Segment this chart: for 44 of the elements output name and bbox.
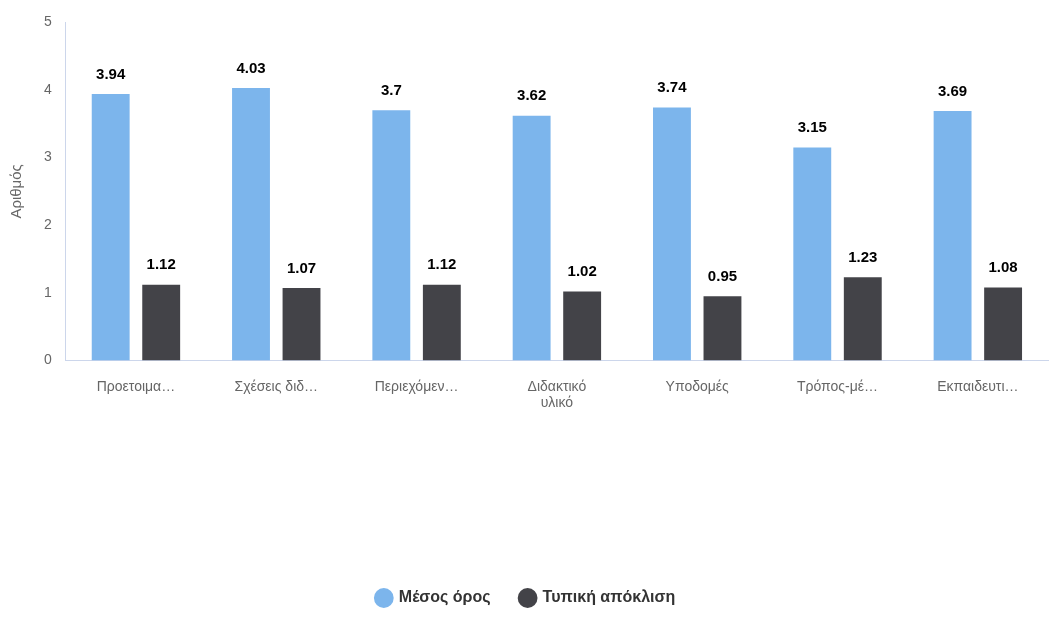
data-label: 1.02 [567,262,597,280]
bar [984,287,1023,361]
bar [372,110,411,361]
data-label: 0.95 [707,266,738,284]
x-tick-label: Διδακτικό υλικό [527,377,587,411]
legend-label: Μέσος όρος [398,588,491,607]
data-label: 3.74 [657,78,688,96]
data-label: 1.08 [988,258,1018,276]
data-label: 3.62 [517,86,547,104]
y-tick-label: 4 [43,80,52,97]
x-tick-label: Υποδομές [665,377,730,394]
y-tick-label: 5 [43,13,52,30]
data-label: 4.03 [236,58,266,76]
bar [422,284,461,361]
data-label: 3.7 [380,80,402,98]
bar [512,115,551,361]
y-tick-label: 1 [43,283,52,300]
data-label: 3.94 [96,64,126,82]
x-tick-label: Εκπαιδευτι… [937,377,1019,394]
bar [282,288,321,361]
x-tick-label: Περιεχόμεν… [374,377,459,394]
bar [933,110,972,361]
legend-label: Τυπική απόκλιση [542,588,676,606]
bar [232,87,270,361]
bar [563,291,602,361]
bar [653,107,691,361]
data-label: 1.23 [848,247,878,265]
bar [793,147,832,361]
y-tick-label: 3 [43,148,52,165]
data-label: 1.07 [286,258,317,276]
y-tick-label: 2 [43,216,52,233]
x-tick-label: Προετοιμα… [96,377,176,394]
bar [703,296,742,361]
bar [91,94,130,361]
y-tick-label: 0 [43,351,52,368]
data-label: 3.69 [937,81,968,99]
bar [843,277,882,361]
bar [142,284,181,361]
y-axis-title: Αριθμός [7,164,25,219]
data-label: 1.12 [427,255,457,273]
x-tick-label: Τρόπος-μέ… [796,377,879,394]
data-label: 3.15 [797,118,827,136]
x-tick-label: Σχέσεις διδ… [234,377,319,394]
data-label: 1.12 [146,255,176,273]
